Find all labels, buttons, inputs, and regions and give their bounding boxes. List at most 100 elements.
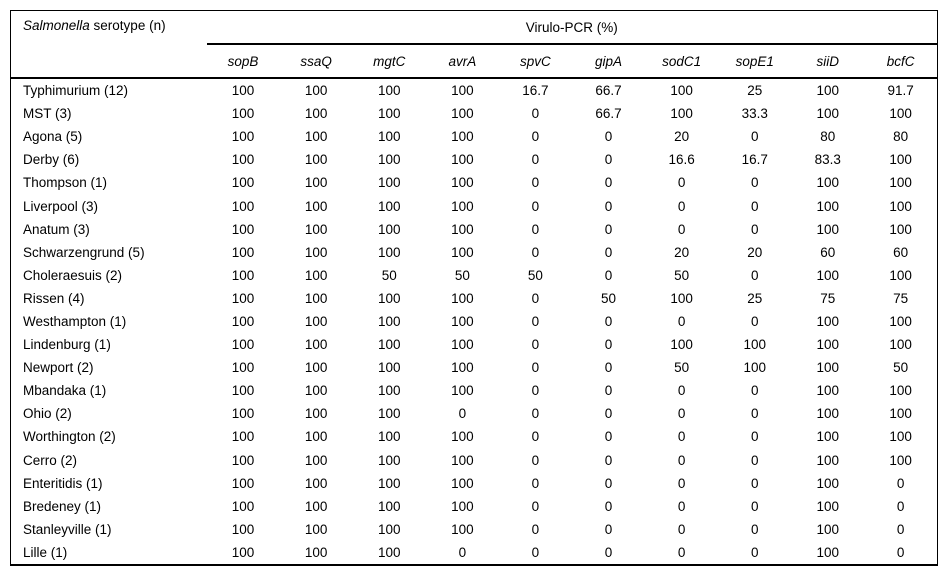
value-cell: 0	[750, 198, 759, 214]
value-cell: 100	[816, 383, 840, 399]
value-cell: 0	[896, 544, 905, 560]
gene-column-header: sopE1	[735, 53, 774, 69]
value-cell: 100	[816, 521, 840, 537]
value-cell: 100	[451, 175, 474, 191]
value-cell: 0	[531, 313, 540, 329]
value-cell: 100	[451, 152, 474, 168]
value-cell: 100	[231, 498, 255, 514]
value-cell: 100	[889, 313, 912, 329]
value-cell: 0	[677, 498, 686, 514]
value-cell: 100	[304, 175, 328, 191]
value-cell: 0	[750, 429, 759, 445]
table-body: Typhimurium (12) 100 100 100 100 16.7 66.7 100 2…	[10, 76, 938, 565]
table-row: Bredeney (1) 100 100 100 100 0 0 0 0 100 0	[11, 495, 938, 518]
gene-column-header: mgtC	[373, 53, 406, 69]
table-row: Mbandaka (1) 100 100 100 100 0 0 0 0 100 100	[11, 379, 938, 402]
value-cell: 100	[451, 106, 474, 122]
table-row: Newport (2) 100 100 100 100 0 0 50 100 100 50	[11, 356, 938, 379]
value-cell: 0	[531, 175, 540, 191]
value-cell: 0	[531, 152, 540, 168]
value-cell: 100	[816, 360, 840, 376]
value-cell: 100	[304, 429, 328, 445]
value-cell: 0	[604, 175, 613, 191]
value-cell: 100	[377, 475, 401, 491]
value-cell: 100	[377, 244, 401, 260]
value-cell: 100	[231, 521, 255, 537]
table-row: Ohio (2) 100 100 100 0 0 0 0 0 100 100	[11, 402, 938, 425]
value-cell: 100	[451, 429, 474, 445]
value-cell: 100	[816, 498, 840, 514]
value-cell: 16.6	[668, 152, 695, 168]
value-cell: 0	[677, 198, 686, 214]
value-cell: 80	[893, 129, 909, 145]
value-cell: 100	[377, 337, 401, 353]
value-cell: 0	[896, 498, 905, 514]
value-cell: 0	[604, 475, 613, 491]
value-cell: 100	[304, 267, 328, 283]
serotype-cell: Schwarzengrund (5)	[23, 244, 145, 260]
table-row: Choleraesuis (2) 100 100 50 50 50 0 50 0 100 100	[11, 264, 938, 287]
value-cell: 100	[304, 221, 328, 237]
value-cell: 50	[454, 267, 470, 283]
value-cell: 0	[750, 383, 759, 399]
value-cell: 100	[377, 521, 401, 537]
value-cell: 0	[531, 475, 540, 491]
value-cell: 75	[820, 290, 836, 306]
table-row: Worthington (2) 100 100 100 100 0 0 0 0 100 100	[11, 425, 938, 448]
gene-column-header: avrA	[448, 53, 477, 69]
value-cell: 100	[279, 76, 353, 103]
value-cell: 100	[231, 244, 255, 260]
serotype-cell: Typhimurium (12)	[10, 76, 207, 103]
gene-header-row: sopB ssaQ mgtC avrA spvC gipA sodC1 sopE1 siiD bc…	[11, 44, 938, 78]
serotype-cell: Enteritidis (1)	[23, 475, 103, 491]
serotype-cell: Ohio (2)	[23, 406, 72, 422]
value-cell: 0	[677, 452, 686, 468]
value-cell: 0	[750, 521, 759, 537]
value-cell: 0	[604, 198, 613, 214]
serotype-header-rest: serotype (n)	[89, 18, 166, 33]
value-cell: 20	[674, 129, 690, 145]
value-cell: 66.7	[571, 76, 646, 103]
value-cell: 100	[231, 452, 255, 468]
value-cell: 100	[304, 244, 328, 260]
serotype-cell: Cerro (2)	[23, 452, 78, 468]
value-cell: 0	[604, 406, 613, 422]
value-cell: 0	[531, 360, 540, 376]
value-cell: 100	[451, 244, 474, 260]
value-cell: 100	[889, 383, 912, 399]
value-cell: 50	[601, 290, 617, 306]
value-cell: 100	[377, 129, 401, 145]
serotype-cell: Liverpool (3)	[23, 198, 99, 214]
value-cell: 100	[231, 406, 255, 422]
value-cell: 100	[304, 452, 328, 468]
value-cell: 100	[377, 290, 401, 306]
value-cell: 0	[531, 406, 540, 422]
value-cell: 100	[377, 175, 401, 191]
value-cell: 100	[451, 313, 474, 329]
value-cell: 100	[451, 521, 474, 537]
table-row: Stanleyville (1) 100 100 100 100 0 0 0 0 100 0	[11, 518, 938, 541]
value-cell: 100	[425, 76, 499, 103]
value-cell: 0	[531, 106, 540, 122]
value-cell: 100	[304, 290, 328, 306]
value-cell: 0	[750, 129, 759, 145]
value-cell: 100	[816, 406, 840, 422]
value-cell: 100	[889, 452, 912, 468]
value-cell: 0	[677, 221, 686, 237]
value-cell: 100	[889, 429, 912, 445]
value-cell: 20	[674, 244, 690, 260]
value-cell: 100	[451, 198, 474, 214]
value-cell: 50	[674, 267, 690, 283]
value-cell: 100	[377, 429, 401, 445]
value-cell: 100	[304, 198, 328, 214]
value-cell: 25	[718, 76, 792, 103]
value-cell: 100	[451, 129, 474, 145]
value-cell: 80	[820, 129, 836, 145]
value-cell: 0	[677, 175, 686, 191]
value-cell: 100	[231, 360, 255, 376]
value-cell: 100	[377, 152, 401, 168]
table-row: Thompson (1) 100 100 100 100 0 0 0 0 100 100	[11, 171, 938, 194]
value-cell: 100	[231, 290, 255, 306]
value-cell: 100	[377, 383, 401, 399]
